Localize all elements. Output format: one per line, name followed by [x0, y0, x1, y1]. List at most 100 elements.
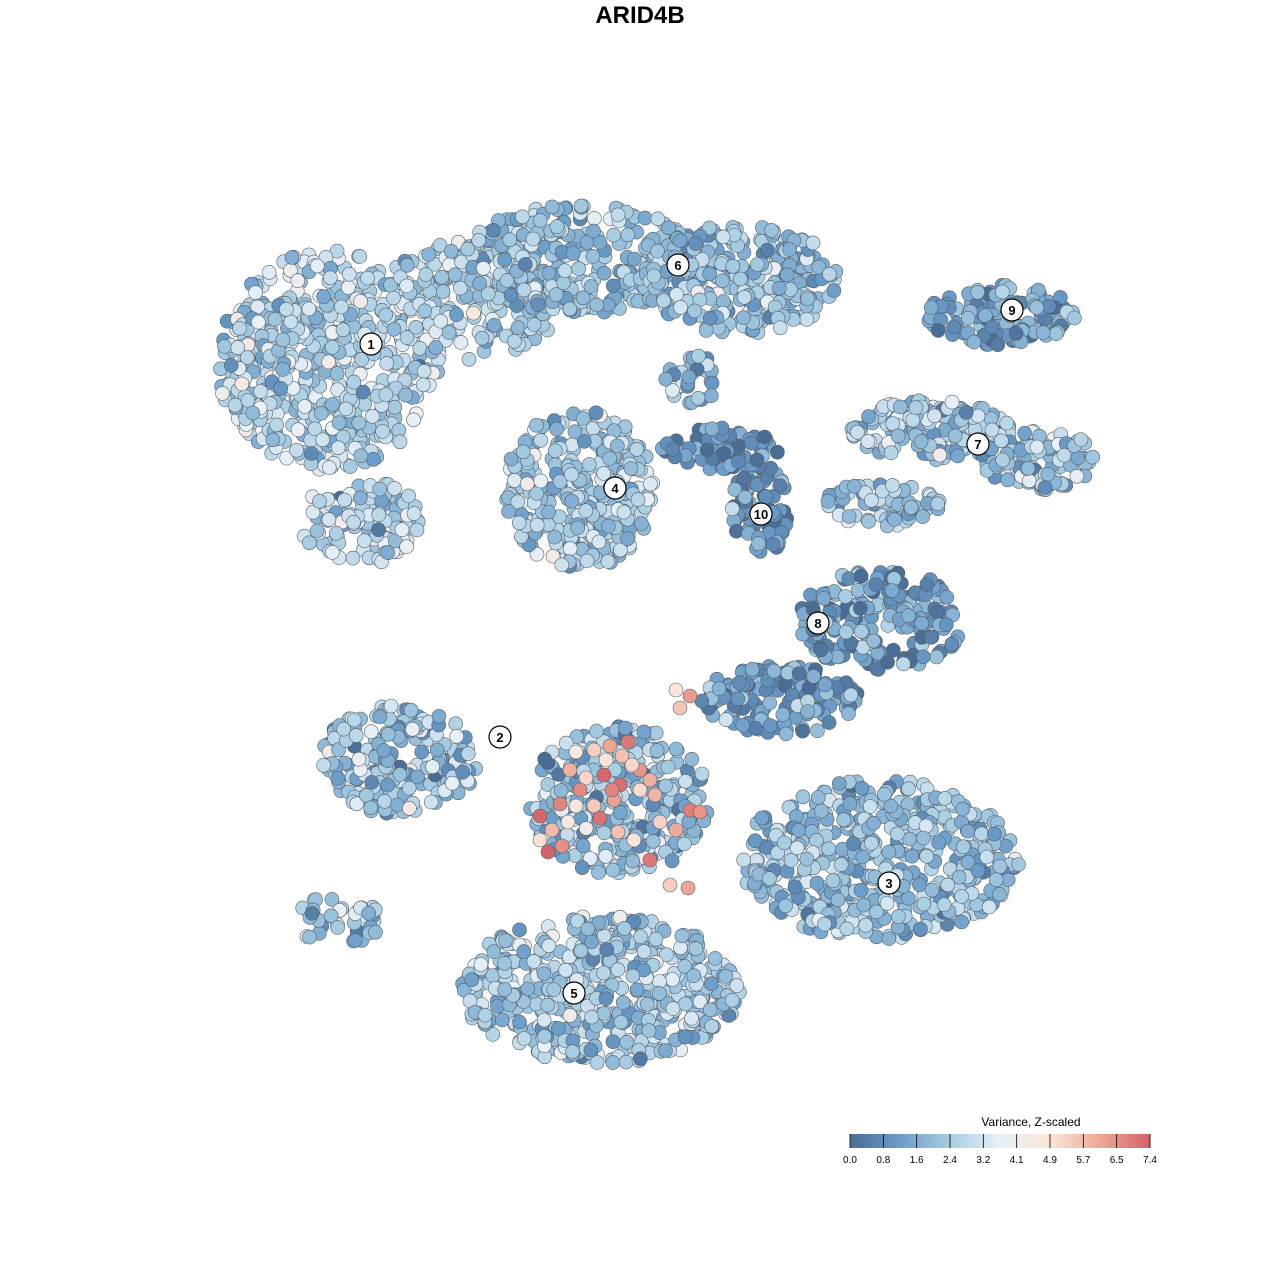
cluster-label-10: 10: [749, 502, 773, 526]
data-point: [278, 301, 294, 317]
cluster-label-8: 8: [806, 611, 830, 635]
data-point: [633, 929, 648, 945]
data-point: [586, 223, 601, 239]
data-point: [302, 929, 317, 945]
data-point: [511, 515, 527, 531]
legend-tick-label: 5.7: [1076, 1155, 1090, 1166]
data-point: [990, 337, 1006, 353]
data-point: [800, 291, 816, 307]
data-point: [571, 261, 586, 277]
data-point: [992, 859, 1008, 874]
data-point: [977, 308, 993, 323]
cluster-label-text: 2: [496, 730, 503, 745]
data-point: [718, 712, 734, 728]
data-point: [330, 440, 346, 456]
data-point: [915, 509, 931, 525]
data-point-high: [560, 814, 576, 830]
data-point: [684, 751, 700, 767]
data-point: [394, 522, 410, 538]
data-point: [330, 920, 345, 935]
data-point: [540, 997, 555, 1013]
data-point: [616, 921, 632, 936]
data-point: [345, 550, 361, 566]
data-point: [443, 244, 459, 259]
data-point: [896, 656, 911, 672]
data-point: [960, 854, 976, 870]
data-point: [447, 267, 463, 283]
data-point: [336, 721, 352, 737]
data-point: [944, 394, 960, 410]
data-point: [386, 290, 401, 306]
data-point: [368, 924, 383, 940]
data-point: [677, 836, 692, 852]
legend-tick-label: 2.4: [943, 1155, 957, 1166]
data-point: [284, 250, 300, 265]
data-point: [565, 1044, 580, 1059]
data-point: [698, 323, 714, 338]
data-point-high: [598, 752, 614, 768]
data-point: [880, 654, 895, 670]
data-point: [375, 424, 390, 439]
data-point: [325, 397, 340, 412]
data-point: [937, 791, 953, 806]
data-point: [677, 1029, 693, 1045]
data-point: [939, 589, 955, 605]
data-point-high: [596, 767, 612, 783]
data-point: [321, 354, 336, 370]
data-point: [265, 432, 281, 448]
data-point-high: [554, 838, 570, 854]
data-point: [924, 882, 940, 898]
data-point: [903, 500, 919, 515]
data-point: [737, 489, 753, 505]
data-point: [923, 300, 939, 315]
data-point: [749, 452, 765, 468]
data-point: [984, 319, 1000, 335]
data-point: [1048, 326, 1064, 342]
data-point: [573, 198, 589, 214]
data-point: [836, 812, 852, 828]
data-point: [820, 493, 836, 509]
data-point: [772, 320, 788, 336]
data-point: [620, 531, 635, 547]
data-point: [583, 1042, 599, 1058]
data-point: [795, 789, 811, 805]
data-point: [916, 896, 932, 912]
data-point: [803, 587, 818, 603]
data-point: [472, 276, 487, 291]
data-point: [529, 486, 545, 501]
data-point: [348, 728, 364, 743]
data-point: [401, 780, 417, 796]
data-point: [841, 571, 857, 586]
data-point: [929, 649, 944, 665]
data-point: [817, 916, 832, 932]
data-point: [1041, 299, 1057, 314]
data-point: [525, 231, 541, 247]
data-point: [915, 649, 931, 665]
data-point: [958, 405, 974, 420]
data-point: [435, 284, 451, 299]
data-point: [678, 773, 693, 789]
data-point: [412, 340, 428, 356]
data-point: [405, 721, 420, 737]
data-point: [583, 279, 599, 294]
data-point: [691, 348, 706, 364]
data-point: [860, 434, 876, 449]
data-point: [732, 675, 747, 691]
data-point: [891, 909, 906, 924]
data-point: [687, 303, 702, 319]
data-point: [372, 709, 388, 725]
legend-tick-label: 6.5: [1110, 1155, 1124, 1166]
data-point: [605, 278, 621, 294]
data-point: [547, 443, 563, 459]
data-point: [754, 810, 770, 826]
data-point: [749, 477, 765, 493]
data-point: [811, 259, 827, 275]
data-point: [1021, 473, 1037, 489]
data-point: [533, 473, 549, 489]
data-point: [892, 399, 908, 415]
data-point: [360, 270, 375, 286]
data-point: [378, 307, 394, 323]
data-point: [600, 554, 616, 569]
data-point: [731, 454, 746, 470]
data-point: [951, 869, 967, 885]
